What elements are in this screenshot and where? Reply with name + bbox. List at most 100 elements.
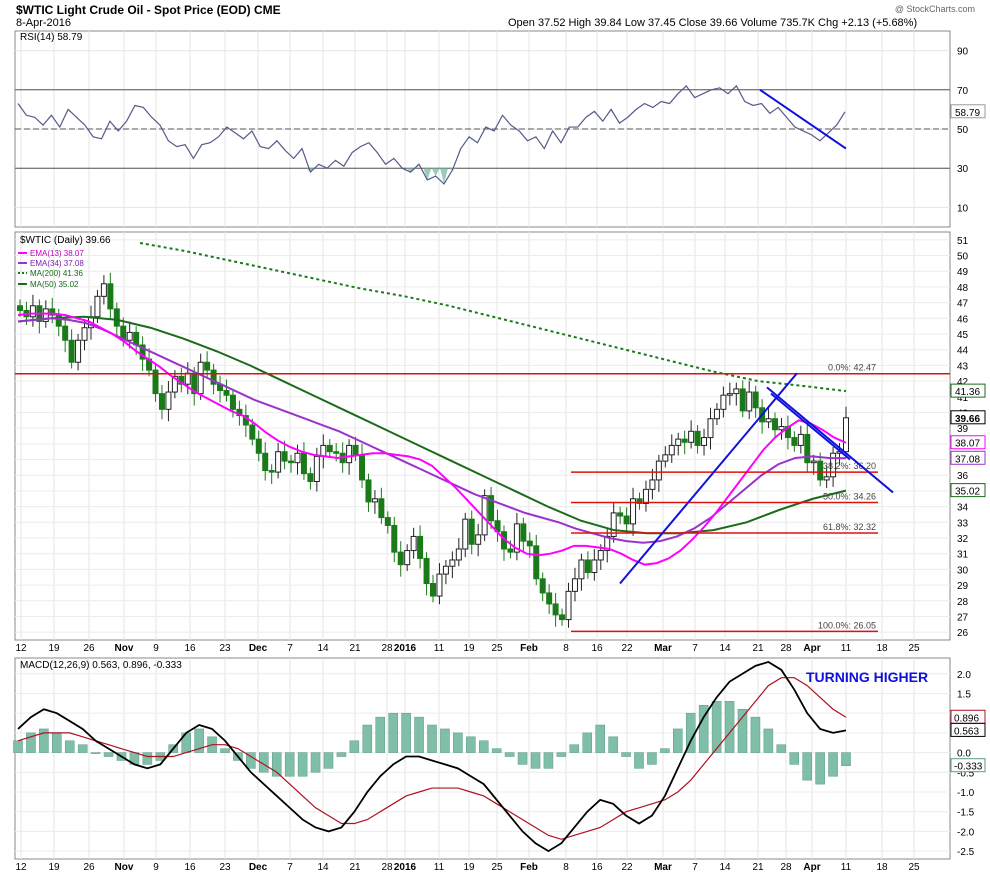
candle-down — [584, 559, 591, 574]
rsi-y-tick: 50 — [957, 125, 969, 136]
x-tick-label: 8 — [563, 643, 569, 654]
macd-hist-bar — [453, 732, 463, 753]
price-last-label: 41.36 — [955, 387, 980, 398]
macd-hist-bar — [388, 712, 398, 753]
x-tick-label: 28 — [381, 643, 393, 654]
x-tick-label: 16 — [184, 862, 196, 873]
price-y-tick: 32 — [957, 534, 969, 545]
candle-up — [797, 433, 804, 446]
x-tick-label: Feb — [520, 643, 538, 654]
macd-legend: MACD(12,26,9) 0.563, 0.896, -0.333 — [20, 660, 182, 671]
candle-up — [823, 476, 830, 481]
macd-hist-bar — [375, 716, 386, 753]
candle-down — [62, 325, 69, 341]
candle-down — [791, 437, 798, 446]
x-tick-label: 19 — [463, 862, 475, 873]
macd-hist-bar — [259, 752, 269, 773]
x-tick-label: 7 — [692, 862, 698, 873]
rsi-y-tick: 90 — [957, 47, 969, 58]
candle-down — [249, 424, 256, 440]
candle-down — [288, 460, 295, 464]
candle-down — [694, 430, 701, 446]
fib-level-label: 61.8%: 32.32 — [823, 522, 876, 532]
candle-down — [391, 524, 398, 553]
x-tick-label: 23 — [219, 643, 231, 654]
x-tick-label: Nov — [115, 862, 134, 873]
candle-down — [546, 592, 553, 605]
macd-last-label: -0.333 — [954, 762, 983, 773]
macd-hist-bar — [103, 752, 114, 757]
price-last-label: 37.08 — [955, 454, 980, 465]
price-y-tick: 26 — [957, 628, 969, 639]
price-last-label: 38.07 — [955, 439, 980, 450]
macd-hist-bar — [673, 728, 683, 753]
candle-up — [165, 391, 172, 410]
price-y-tick: 47 — [957, 299, 969, 310]
x-tick-label: 26 — [83, 862, 95, 873]
x-tick-label: 21 — [752, 862, 764, 873]
price-y-tick: 41 — [957, 393, 969, 404]
macd-hist-bar — [246, 752, 256, 769]
macd-hist-bar — [64, 740, 75, 753]
macd-hist-bar — [90, 752, 101, 754]
macd-hist-bar — [13, 740, 23, 753]
candle-down — [17, 305, 23, 311]
macd-hist-bar — [142, 752, 153, 765]
candle-up — [688, 430, 695, 443]
x-tick-label: 25 — [491, 643, 503, 654]
candle-down — [533, 545, 540, 580]
candle-down — [468, 518, 475, 545]
candle-down — [397, 551, 404, 566]
price-last-box — [950, 383, 986, 398]
price-y-tick: 43 — [957, 361, 969, 372]
candle-down — [326, 444, 333, 453]
candle-down — [210, 369, 217, 385]
candle-up — [571, 578, 578, 592]
candle-down — [552, 603, 559, 616]
candle-down — [539, 578, 546, 594]
candle-down — [526, 540, 533, 547]
macd-hist-bar — [543, 752, 554, 769]
candle-up — [778, 426, 785, 431]
candle-up — [436, 573, 443, 597]
price-y-tick: 30 — [957, 565, 969, 576]
macd-hist-bar — [466, 736, 476, 753]
candle-down — [378, 498, 385, 519]
macd-hist-bar — [711, 701, 722, 753]
x-tick-label: 2016 — [394, 643, 417, 654]
x-tick-label: Nov — [115, 643, 134, 654]
candle-down — [617, 512, 624, 517]
macd-hist-bar — [569, 744, 580, 753]
x-tick-label: 21 — [349, 862, 361, 873]
candle-up — [843, 417, 849, 453]
candle-up — [294, 452, 301, 464]
macd-hist-bar — [595, 724, 605, 753]
candle-down — [488, 495, 495, 522]
candle-up — [707, 418, 714, 439]
candle-up — [591, 559, 598, 574]
candle-up — [720, 394, 727, 410]
rsi-trendline — [759, 88, 847, 150]
candle-up — [810, 460, 817, 464]
candle-down — [559, 614, 566, 621]
rsi-legend: RSI(14) 58.79 — [20, 32, 83, 43]
macd-hist-bar — [414, 716, 424, 753]
macd-hist-bar — [401, 712, 411, 753]
price-last-box — [950, 410, 986, 425]
ma-legend: EMA(13) 38.07 EMA(34) 37.08 MA(200) 41.3… — [18, 249, 84, 289]
macd-signal-line — [17, 677, 847, 840]
candle-up — [94, 295, 101, 318]
x-tick-label: 9 — [153, 862, 159, 873]
macd-hist-bar — [440, 728, 450, 753]
candle-down — [255, 438, 262, 454]
candle-up — [630, 498, 637, 525]
candle-up — [597, 550, 604, 561]
x-tick-label: Apr — [803, 643, 820, 654]
macd-last-label: 0.563 — [954, 726, 979, 737]
macd-hist-bar — [789, 752, 800, 765]
candle-down — [55, 314, 62, 327]
x-tick-label: 21 — [349, 643, 361, 654]
candle-up — [565, 590, 572, 621]
